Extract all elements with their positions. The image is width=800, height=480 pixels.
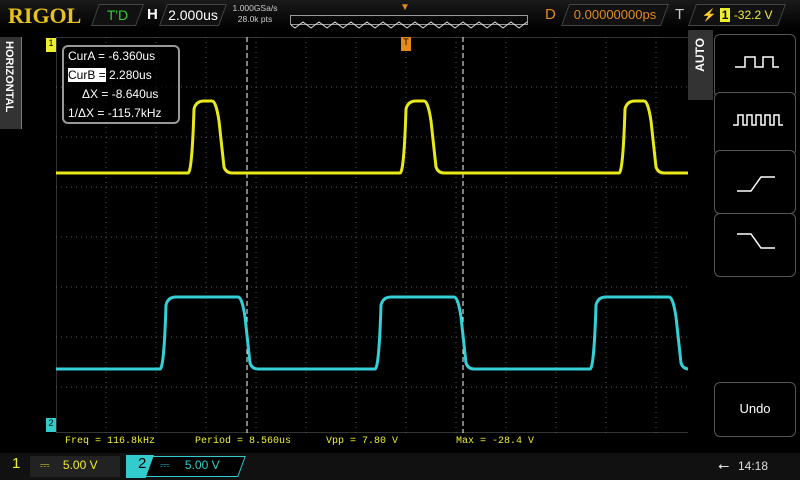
channel-1-scale[interactable]: ⎓ 5.00 V [30,456,120,477]
clock: 14:18 [738,459,769,473]
rigol-logo: RIGOL [8,3,82,28]
trigger-marker[interactable]: T [401,37,411,51]
sample-rate: 1.000GSa/s [232,3,278,13]
trigger-position-icon: ▼ [400,2,410,13]
channel-2-trace [56,295,688,371]
cursor-readout: CurA = -6.360us CurB = 2.280us ΔX = -8.6… [62,45,180,124]
measurement-max: Max = -28.4 V [456,436,535,447]
rising-edge-icon: ⚡ [701,8,717,22]
acquisition-info: 1.000GSa/s 28.0k pts [230,3,280,25]
run-state[interactable]: T'D [90,4,145,26]
trigger-source: 1 [719,8,731,22]
rising-edge-button[interactable] [714,150,796,214]
multi-period-button[interactable] [714,92,796,156]
horizontal-label: H [147,6,158,23]
channel-2-number[interactable]: 2 [126,455,154,478]
single-period-button[interactable] [714,34,796,98]
channel-2-scale[interactable]: ⎓ 5.00 V [160,458,220,472]
measurement-freq: Freq = 116.8kHz [65,436,156,447]
channel-1-number[interactable]: 1 [12,455,21,472]
horizontal-tab[interactable]: HORIZONTAL [0,37,22,129]
measurement-bar: Freq = 116.8kHz Period = 8.560us Vpp = 7… [0,436,688,450]
undo-button[interactable]: Undo [714,382,796,437]
status-bar [0,453,800,480]
channel-1-trace [56,99,688,175]
usb-icon: ⭠ [718,457,730,473]
channel-1-marker[interactable]: 1 [46,38,56,52]
delay-value[interactable]: 0.00000000ps [560,4,670,26]
rising-edge-icon [737,176,775,192]
single-period-icon [735,56,779,68]
falling-edge-button[interactable] [714,213,796,277]
multi-period-icon [733,114,783,126]
trigger-setting[interactable]: ⚡ 1 -32.2 V [687,4,787,26]
measurement-vpp: Vpp = 7.80 V [326,436,399,447]
trigger-label: T [675,6,685,23]
channel-2-marker[interactable]: 2 [46,418,56,432]
trigger-level: -32.2 V [733,8,773,22]
auto-menu-title: AUTO [688,30,713,100]
memory-overview [290,15,532,29]
delay-label: D [545,6,556,23]
timebase-value[interactable]: 2.000us [158,4,228,26]
measurement-period: Period = 8.560us [195,436,292,447]
memory-depth: 28.0k pts [237,14,273,24]
falling-edge-icon [737,233,775,249]
